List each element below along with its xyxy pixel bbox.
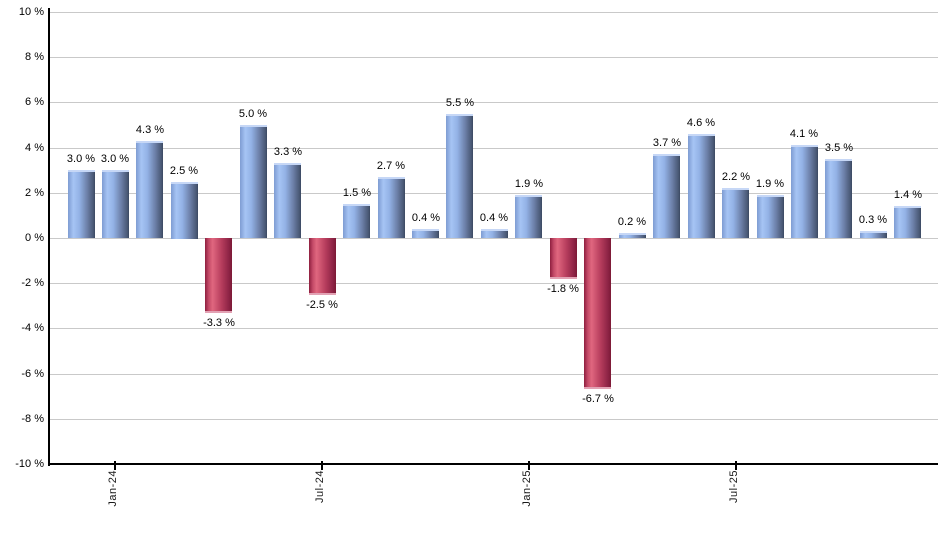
- x-axis-tick-label: Jan-24: [107, 470, 119, 507]
- gridline: [50, 238, 938, 239]
- y-axis-tick-label: -2 %: [21, 277, 44, 289]
- bar: [860, 231, 887, 238]
- x-axis-tick: [114, 461, 116, 470]
- bar-value-label: 2.2 %: [721, 171, 751, 183]
- x-axis-tick-label: Jul-25: [728, 470, 740, 503]
- gridline: [50, 102, 938, 103]
- bar: [688, 134, 715, 238]
- bar: [102, 170, 129, 238]
- x-axis-tick: [528, 461, 530, 470]
- bar: [136, 141, 163, 238]
- bar-value-label: 1.9 %: [755, 178, 785, 190]
- bar: [240, 125, 267, 238]
- bar: [412, 229, 439, 238]
- y-axis-tick-label: 4 %: [25, 142, 44, 154]
- bar-value-label: 1.4 %: [893, 189, 923, 201]
- bar: [343, 204, 370, 238]
- x-axis-tick-label: Jan-25: [521, 470, 533, 507]
- bar-value-label: -3.3 %: [203, 317, 235, 329]
- bar: [550, 238, 577, 279]
- bar-value-label: 3.0 %: [66, 153, 96, 165]
- y-axis-tick-label: 6 %: [25, 96, 44, 108]
- y-axis-line: [48, 8, 50, 466]
- bar-value-label: 5.0 %: [238, 108, 268, 120]
- bar-value-label: 5.5 %: [445, 97, 475, 109]
- bar: [68, 170, 95, 238]
- bar-value-label: 0.4 %: [479, 212, 509, 224]
- bar-value-label: -2.5 %: [306, 299, 338, 311]
- bar-value-label: 3.3 %: [273, 146, 303, 158]
- y-axis-tick-label: 8 %: [25, 51, 44, 63]
- x-axis-line: [48, 463, 938, 465]
- bar: [446, 114, 473, 238]
- x-axis-tick-label: Jul-24: [314, 470, 326, 503]
- bar: [378, 177, 405, 238]
- bar-value-label: 4.1 %: [789, 128, 819, 140]
- y-axis-tick-label: -8 %: [21, 413, 44, 425]
- bar: [619, 233, 646, 238]
- bar-value-label: 0.2 %: [617, 216, 647, 228]
- gridline: [50, 193, 938, 194]
- y-axis-tick-label: -10 %: [15, 458, 44, 470]
- bar-value-label: -1.8 %: [547, 283, 579, 295]
- gridline: [50, 328, 938, 329]
- bar: [274, 163, 301, 238]
- bar: [791, 145, 818, 238]
- bar: [205, 238, 232, 313]
- bar-value-label: 3.5 %: [824, 142, 854, 154]
- y-axis-tick-label: 10 %: [18, 6, 44, 18]
- bar: [894, 206, 921, 238]
- y-axis-tick-label: 2 %: [25, 187, 44, 199]
- y-axis-tick-label: 0 %: [25, 232, 44, 244]
- gridline: [50, 148, 938, 149]
- bar-value-label: 3.0 %: [100, 153, 130, 165]
- bar-value-label: 4.3 %: [135, 124, 165, 136]
- x-axis-tick: [735, 461, 737, 470]
- bar: [825, 159, 852, 238]
- bar-value-label: 3.7 %: [652, 137, 682, 149]
- gridline: [50, 419, 938, 420]
- bar-value-label: 1.9 %: [514, 178, 544, 190]
- bar: [653, 154, 680, 238]
- y-axis-tick-label: -6 %: [21, 368, 44, 380]
- bar-value-label: 4.6 %: [686, 117, 716, 129]
- gridline: [50, 374, 938, 375]
- bar: [171, 182, 198, 239]
- bar-value-label: 1.5 %: [342, 187, 372, 199]
- x-axis-tick: [321, 461, 323, 470]
- bar: [722, 188, 749, 238]
- bar: [584, 238, 611, 389]
- gridline: [50, 12, 938, 13]
- bar: [309, 238, 336, 295]
- y-axis-tick-label: -4 %: [21, 322, 44, 334]
- bar-value-label: -6.7 %: [582, 393, 614, 405]
- bar-value-label: 2.5 %: [169, 165, 199, 177]
- bar: [757, 195, 784, 238]
- bar-value-label: 2.7 %: [376, 160, 406, 172]
- bar: [515, 195, 542, 238]
- bar-value-label: 0.4 %: [411, 212, 441, 224]
- gridline: [50, 57, 938, 58]
- bar-value-label: 0.3 %: [858, 214, 888, 226]
- gridline: [50, 283, 938, 284]
- bar: [481, 229, 508, 238]
